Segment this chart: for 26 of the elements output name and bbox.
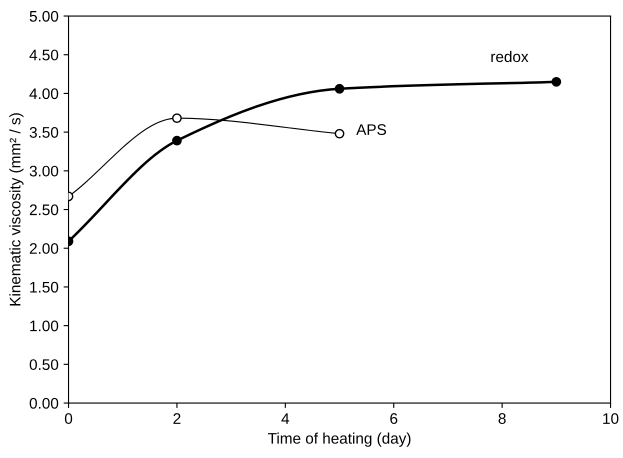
y-tick-label: 5.00 xyxy=(30,10,58,22)
y-tick-label: 0.00 xyxy=(30,398,58,409)
y-axis-title: Kinematic viscosity (mm² / s) xyxy=(9,113,24,306)
y-tick-label: 3.00 xyxy=(30,166,58,177)
x-tick-label: 8 xyxy=(498,413,506,424)
x-tick-label: 4 xyxy=(281,413,290,424)
series-label: redox xyxy=(491,50,528,62)
point xyxy=(334,84,344,94)
y-tick-label: 2.00 xyxy=(30,243,58,254)
y-tick-label: 1.50 xyxy=(30,282,58,293)
x-tick-label: 0 xyxy=(64,413,72,424)
point xyxy=(334,128,344,139)
y-tick-label: 3.50 xyxy=(30,127,58,138)
point xyxy=(551,76,562,87)
y-tick-label: 4.00 xyxy=(29,88,58,100)
y-tick-label: 0.50 xyxy=(30,359,58,370)
series-label: APS xyxy=(356,124,386,136)
x-tick-label: 6 xyxy=(390,413,398,424)
point xyxy=(172,136,182,146)
y-tick-label: 4.50 xyxy=(29,50,58,60)
x-axis-title: Time of heating (day) xyxy=(268,432,410,447)
x-tick-label: 2 xyxy=(173,413,180,424)
point xyxy=(172,113,182,124)
y-tick-label: 2.50 xyxy=(30,204,58,216)
y-tick-label: 1.00 xyxy=(30,320,58,332)
x-tick-label: 10 xyxy=(603,413,618,424)
